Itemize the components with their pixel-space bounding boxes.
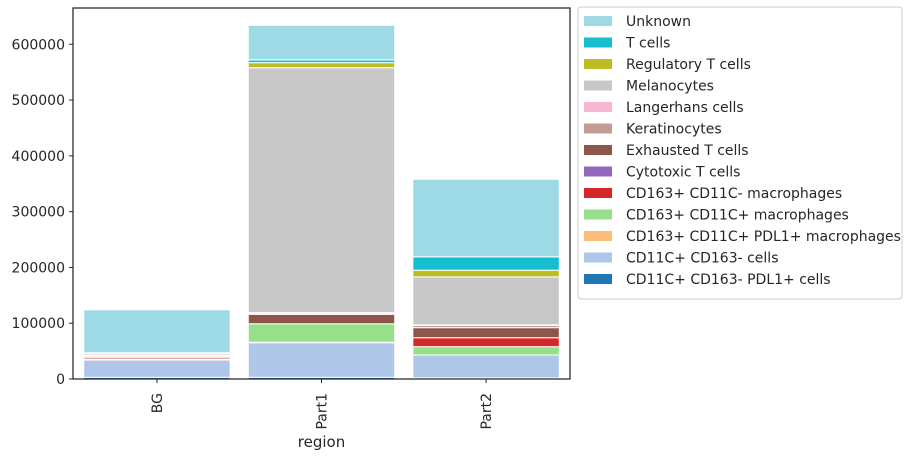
bar-segment — [412, 276, 560, 326]
legend-frame — [577, 6, 903, 300]
bars-layer — [83, 24, 560, 380]
legend-swatch — [584, 166, 612, 177]
bar-segment — [247, 24, 396, 61]
bar-segment — [412, 256, 560, 271]
x-axis: BG Part1 Part2 — [150, 379, 495, 430]
bar-segment — [83, 359, 231, 378]
legend-label: T cells — [625, 36, 670, 52]
legend-label: Langerhans cells — [626, 100, 744, 116]
y-axis: 0 100000 200000 300000 400000 500000 600000 — [12, 37, 73, 388]
y-tick-label: 500000 — [12, 93, 65, 109]
y-tick-label: 400000 — [12, 149, 65, 165]
x-axis-label: region — [298, 433, 345, 451]
legend-swatch — [584, 145, 612, 155]
bar-segment — [412, 346, 560, 356]
legend-label: CD11C+ CD163- cells — [626, 251, 779, 267]
bar-segment — [247, 342, 396, 378]
legend-items: Unknown T cells Regulatory T cells Melanocy… — [584, 14, 901, 288]
x-tick-label: Part1 — [315, 393, 331, 430]
bar-segment — [412, 269, 560, 278]
legend-swatch — [584, 123, 612, 134]
bar-segment — [247, 323, 396, 343]
legend-swatch — [584, 231, 612, 241]
legend-label: Exhausted T cells — [626, 143, 749, 159]
y-tick-label: 600000 — [12, 37, 65, 53]
bar-segment — [412, 354, 560, 379]
bar-segment — [412, 337, 560, 348]
legend-swatch — [584, 80, 612, 91]
legend-label: Keratinocytes — [626, 122, 722, 138]
legend-label: CD163+ CD11C+ PDL1+ macrophages — [626, 229, 901, 245]
legend: Unknown T cells Regulatory T cells Melanocy… — [577, 6, 903, 300]
legend-label: Cytotoxic T cells — [626, 165, 740, 181]
legend-label: CD11C+ CD163- PDL1+ cells — [626, 272, 831, 288]
legend-swatch — [584, 59, 612, 69]
bar-segment — [412, 178, 560, 258]
x-tick-label: Part2 — [479, 393, 495, 430]
legend-swatch — [584, 252, 612, 263]
legend-swatch — [584, 16, 612, 26]
bar-segment — [247, 62, 396, 69]
y-tick-label: 300000 — [12, 205, 65, 221]
x-tick-label: BG — [150, 393, 166, 413]
legend-swatch — [584, 37, 612, 48]
y-tick-label: 200000 — [12, 260, 65, 276]
legend-label: Melanocytes — [626, 79, 714, 95]
legend-label: Unknown — [626, 14, 691, 30]
legend-label: CD163+ CD11C- macrophages — [626, 186, 842, 202]
legend-swatch — [584, 209, 612, 220]
y-tick-label: 100000 — [12, 316, 65, 332]
legend-swatch — [584, 274, 612, 284]
bar-segment — [247, 67, 396, 314]
legend-swatch — [584, 188, 612, 198]
legend-swatch — [584, 102, 612, 112]
bar-segment — [83, 309, 231, 354]
y-tick-label: 0 — [56, 372, 65, 388]
legend-label: CD163+ CD11C+ macrophages — [626, 208, 849, 224]
legend-label: Regulatory T cells — [626, 57, 751, 73]
bar-segment — [247, 313, 396, 325]
bar-segment — [412, 327, 560, 339]
